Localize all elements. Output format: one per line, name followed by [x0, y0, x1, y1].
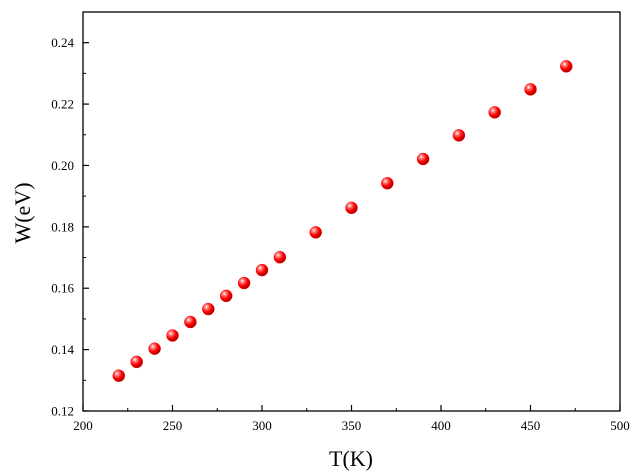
y-tick-label: 0.20: [51, 158, 74, 173]
data-point: [219, 289, 233, 303]
data-point: [166, 329, 179, 342]
y-tick-label: 0.22: [51, 97, 74, 112]
data-point: [560, 60, 573, 73]
data-point: [255, 263, 269, 277]
y-tick-label: 0.18: [51, 219, 74, 234]
data-point: [112, 369, 126, 382]
data-point: [416, 152, 430, 166]
y-tick-label: 0.24: [51, 35, 74, 50]
y-tick-label: 0.16: [51, 281, 74, 296]
data-point: [452, 129, 466, 142]
x-tick-label: 350: [342, 418, 362, 433]
y-tick-label: 0.14: [51, 342, 74, 357]
data-point: [148, 342, 161, 355]
x-tick-labels: 200 250 300 350 400 450 500: [73, 418, 630, 433]
x-axis-label: T(K): [329, 446, 373, 471]
data-point: [130, 355, 143, 369]
data-point: [184, 315, 197, 329]
x-tick-label: 250: [163, 418, 183, 433]
x-tick-label: 400: [431, 418, 451, 433]
x-tick-label: 450: [521, 418, 541, 433]
y-tick-labels: 0.12 0.14 0.16 0.18 0.20 0.22 0.24: [51, 35, 74, 418]
x-tick-label: 200: [73, 418, 93, 433]
data-point: [202, 302, 215, 316]
y-tick-label: 0.12: [51, 404, 74, 419]
x-tick-label: 300: [252, 418, 272, 433]
y-axis-label: W(eV): [10, 182, 35, 243]
data-point: [488, 106, 501, 119]
data-point: [273, 250, 287, 264]
data-point: [237, 276, 251, 290]
data-point: [309, 226, 322, 239]
data-points: [112, 60, 573, 382]
axis-ticks: [82, 42, 621, 412]
x-tick-label: 500: [610, 418, 630, 433]
data-point: [345, 201, 358, 215]
data-point: [381, 177, 394, 190]
data-point: [524, 83, 537, 96]
